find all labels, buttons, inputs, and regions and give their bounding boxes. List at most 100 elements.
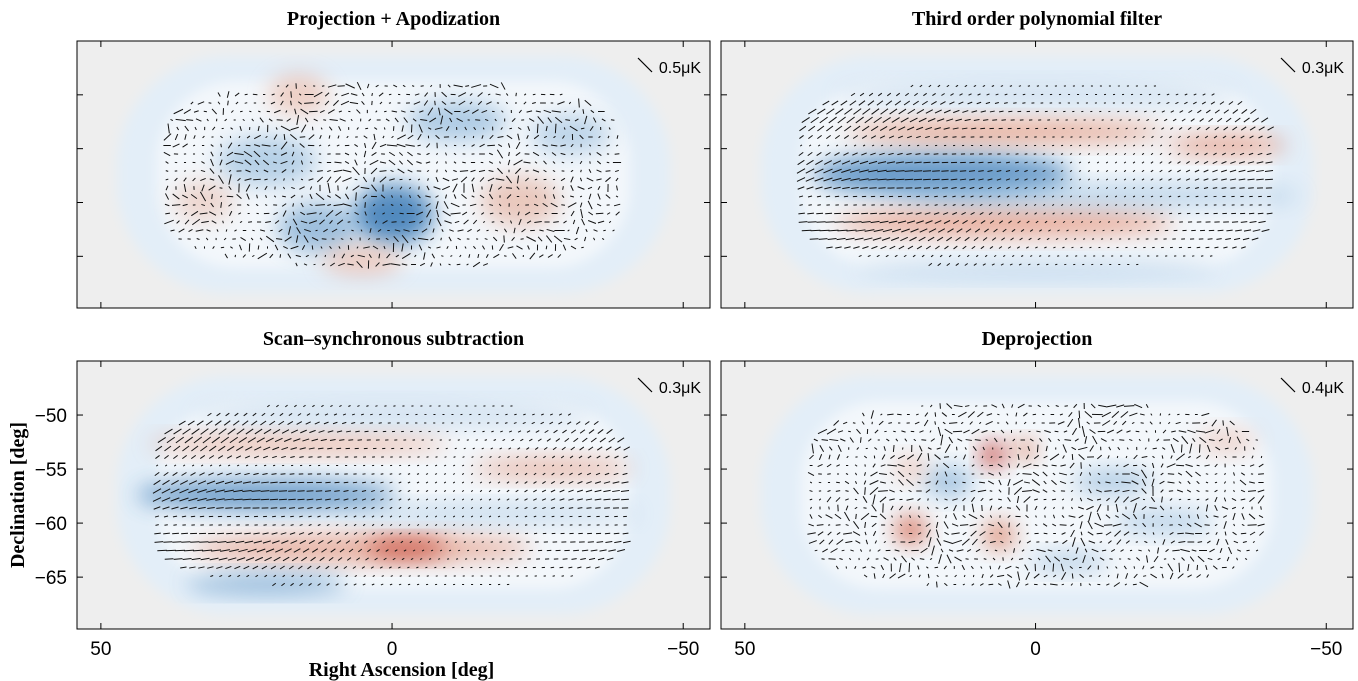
polarization-vector xyxy=(299,447,306,450)
polarization-vector xyxy=(1007,580,1011,589)
polarization-vector xyxy=(1194,161,1200,164)
polarization-vector xyxy=(814,177,824,182)
polarization-vector xyxy=(1067,418,1074,428)
polarization-vector xyxy=(546,235,553,243)
polarization-vector xyxy=(188,497,198,502)
polarization-vector xyxy=(1206,444,1211,453)
polarization-vector xyxy=(616,185,618,191)
polarization-vector xyxy=(809,238,819,240)
polarization-vector xyxy=(1116,573,1119,579)
polarization-vector xyxy=(452,464,456,467)
polarization-vector xyxy=(863,480,867,485)
polarization-vector xyxy=(885,100,893,106)
y-tick-label: −50 xyxy=(35,406,67,427)
polarization-vector xyxy=(479,194,485,199)
polarization-vector xyxy=(1178,135,1181,139)
polarization-vector xyxy=(1234,447,1237,450)
polarization-vector xyxy=(969,523,977,527)
polarization-vector xyxy=(1106,212,1109,215)
polarization-vector xyxy=(888,126,897,131)
polarization-vector xyxy=(499,447,503,450)
polarization-vector xyxy=(1239,152,1245,156)
polarization-vector xyxy=(491,221,495,223)
polarization-vector xyxy=(436,152,438,156)
polarization-vector xyxy=(233,498,243,501)
polarization-vector xyxy=(321,548,327,553)
polarization-vector xyxy=(1061,498,1065,501)
polarization-vector xyxy=(863,574,868,578)
polarization-vector xyxy=(608,549,616,552)
polarization-vector xyxy=(273,178,277,181)
polarization-vector xyxy=(542,472,546,476)
polarization-vector xyxy=(435,524,438,526)
polarization-vector xyxy=(1078,514,1084,519)
polarization-vector xyxy=(210,575,214,577)
polarization-vector xyxy=(864,229,875,232)
polarization-vector xyxy=(557,101,565,105)
polarization-vector xyxy=(461,489,465,493)
polarization-vector xyxy=(420,119,428,121)
panel-title: Deprojection xyxy=(982,328,1093,350)
polarization-vector xyxy=(1168,204,1172,206)
polarization-vector xyxy=(1114,186,1118,190)
polarization-vector xyxy=(1237,549,1242,552)
polarization-vector xyxy=(989,110,995,113)
polarization-vector xyxy=(526,447,530,450)
polarization-vector xyxy=(281,429,290,434)
polarization-vector xyxy=(1115,503,1119,513)
polarization-vector xyxy=(1098,404,1107,408)
polarization-vector xyxy=(823,177,833,182)
polarization-vector xyxy=(164,454,169,460)
polarization-vector xyxy=(434,490,438,492)
polarization-vector xyxy=(441,91,448,98)
polarization-vector xyxy=(307,565,312,570)
polarization-vector xyxy=(1141,178,1145,181)
polarization-vector xyxy=(1059,480,1067,485)
polarization-vector xyxy=(385,237,389,241)
polarization-vector xyxy=(1016,472,1020,476)
polarization-vector xyxy=(470,473,474,475)
polarization-vector xyxy=(603,498,611,501)
polarization-vector xyxy=(425,498,429,501)
polarization-vector xyxy=(1212,565,1218,570)
polarization-vector xyxy=(529,252,536,260)
polarization-vector xyxy=(275,238,283,240)
polarization-vector xyxy=(975,548,981,553)
polarization-vector xyxy=(1232,246,1237,249)
polarization-vector xyxy=(601,118,606,122)
polarization-vector xyxy=(908,506,912,510)
polarization-vector xyxy=(256,437,265,443)
polarization-vector xyxy=(871,108,880,115)
polarization-vector xyxy=(818,454,823,460)
polarization-vector xyxy=(1042,203,1046,207)
polarization-vector xyxy=(1168,161,1172,164)
polarization-vector xyxy=(863,455,868,459)
polarization-vector xyxy=(238,212,242,215)
polarization-vector xyxy=(271,93,275,96)
polarization-vector xyxy=(564,438,570,442)
polarization-vector xyxy=(171,204,181,206)
polarization-vector xyxy=(1106,566,1109,569)
polarization-vector xyxy=(1247,490,1257,492)
polarization-vector xyxy=(1082,238,1086,240)
polarization-vector xyxy=(371,152,377,156)
polarization-vector xyxy=(417,464,420,467)
polarization-vector xyxy=(808,540,817,544)
polarization-vector xyxy=(481,212,485,215)
polarization-vector xyxy=(516,455,519,459)
polarization-vector xyxy=(473,126,477,131)
polarization-vector xyxy=(1024,153,1028,155)
polarization-vector xyxy=(324,490,332,492)
polarization-vector xyxy=(325,498,331,501)
polarization-vector xyxy=(171,479,179,486)
polarization-vector xyxy=(323,421,329,425)
polarization-vector xyxy=(596,178,602,181)
polarization-vector xyxy=(1113,582,1121,587)
polarization-vector xyxy=(533,464,537,467)
polarization-vector xyxy=(362,194,368,199)
polarization-vector xyxy=(809,490,813,492)
polarization-vector xyxy=(606,144,610,147)
polarization-vector xyxy=(970,565,974,570)
polarization-vector xyxy=(613,532,620,535)
polarization-vector xyxy=(180,566,187,569)
